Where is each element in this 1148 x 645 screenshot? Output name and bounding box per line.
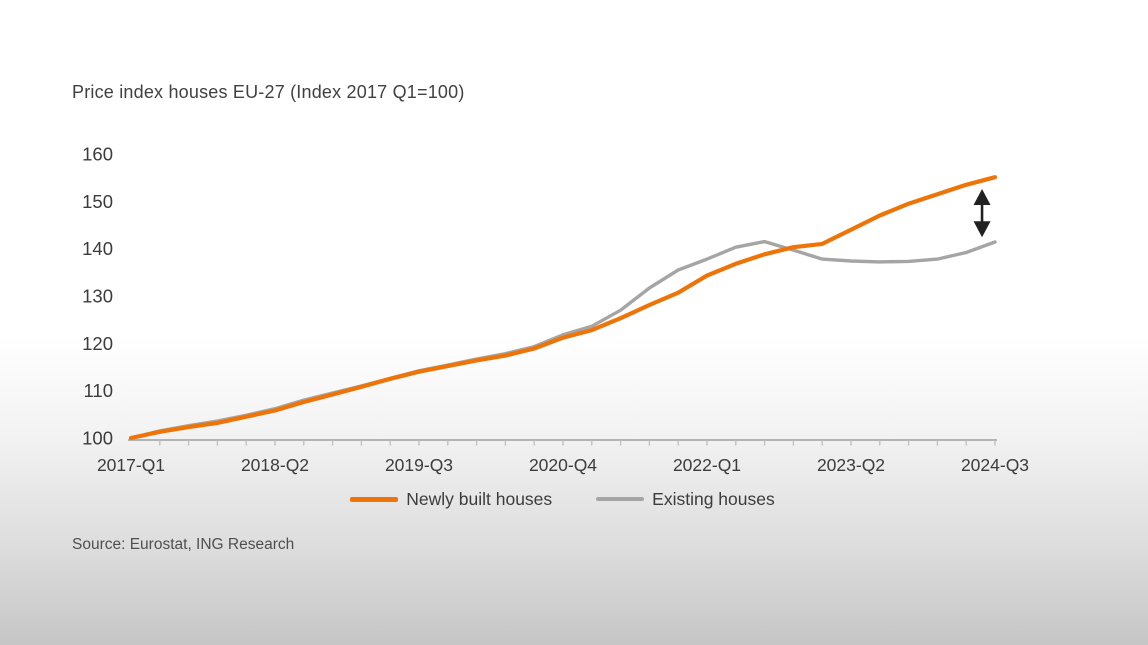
y-tick-label: 140 bbox=[82, 238, 113, 259]
x-tick-label: 2020-Q4 bbox=[529, 455, 597, 475]
chart-title: Price index houses EU-27 (Index 2017 Q1=… bbox=[72, 82, 465, 102]
x-tick-label: 2017-Q1 bbox=[97, 455, 165, 475]
legend-item-newly-built: Newly built houses bbox=[350, 489, 552, 510]
y-tick-label: 110 bbox=[84, 380, 114, 401]
y-tick-label: 150 bbox=[82, 191, 113, 212]
y-tick-label: 130 bbox=[82, 286, 113, 307]
x-tick-label: 2022-Q1 bbox=[673, 455, 741, 475]
y-tick-label: 160 bbox=[82, 144, 113, 165]
y-tick-label: 120 bbox=[82, 333, 113, 354]
line-newly-built-houses bbox=[128, 175, 998, 441]
newly-built-line-swatch bbox=[350, 496, 399, 502]
gap-arrow-head-down bbox=[973, 221, 991, 238]
legend-label-newly-built: Newly built houses bbox=[406, 488, 553, 509]
x-tick-label: 2023-Q2 bbox=[817, 455, 885, 475]
x-tick-label: 2018-Q2 bbox=[241, 455, 309, 475]
x-tick-label: 2024-Q3 bbox=[961, 455, 1029, 475]
gap-arrow-head-up bbox=[973, 189, 991, 206]
existing-line-swatch bbox=[596, 497, 645, 501]
legend-label-existing: Existing houses bbox=[652, 488, 775, 509]
y-tick-label: 100 bbox=[82, 428, 113, 449]
chart-legend: Newly built houses Existing houses bbox=[128, 484, 997, 514]
x-tick-label: 2019-Q3 bbox=[385, 455, 453, 475]
legend-item-existing: Existing houses bbox=[596, 489, 775, 510]
source-note: Source: Eurostat, ING Research bbox=[72, 536, 295, 553]
